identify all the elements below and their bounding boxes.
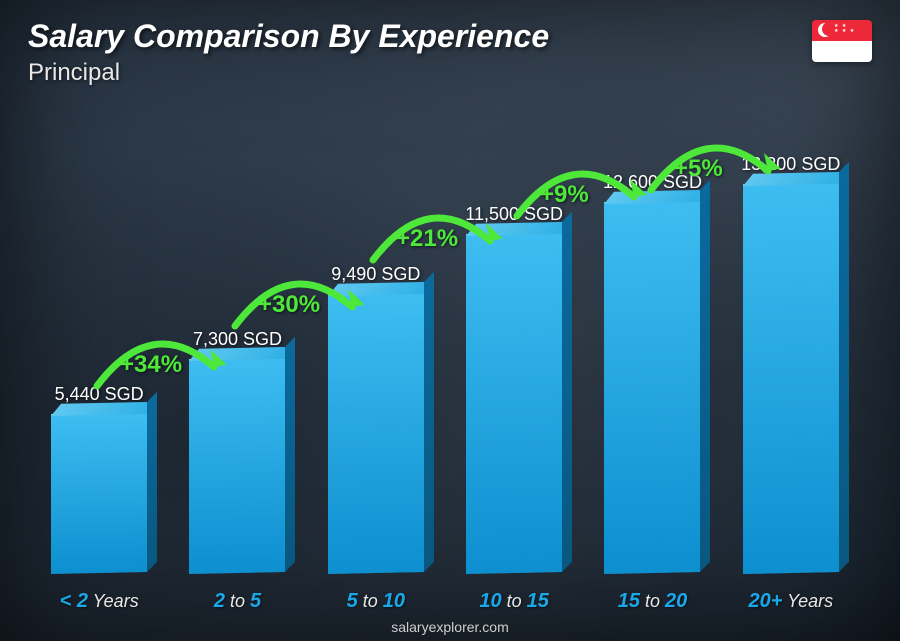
- bar-side-face: [700, 180, 710, 572]
- category-connector: to: [358, 591, 383, 611]
- bar-group: 12,600 SGD: [583, 172, 721, 573]
- category-start: 10: [479, 590, 501, 612]
- bar-front-face: [466, 232, 562, 574]
- bar-top-face: [51, 402, 157, 416]
- x-axis-labels: < 2 Years2 to 55 to 1010 to 1515 to 2020…: [30, 590, 860, 613]
- country-flag-singapore: ★ ★★ ★ ★: [812, 20, 872, 62]
- chart-subtitle: Principal: [28, 59, 549, 87]
- category-end: 15: [527, 590, 549, 612]
- growth-arrow-icon: [220, 271, 370, 341]
- bar-side-face: [839, 162, 849, 572]
- x-axis-category: 2 to 5: [168, 590, 306, 613]
- bar-front-face: [743, 182, 839, 574]
- bar-side-face: [424, 272, 434, 572]
- bar: [466, 232, 562, 574]
- category-start: 20+: [748, 590, 782, 612]
- category-start: 15: [618, 590, 640, 612]
- bar-side-face: [285, 337, 295, 572]
- bar: [604, 200, 700, 574]
- chart-header: Salary Comparison By Experience Principa…: [28, 18, 549, 87]
- x-axis-category: 20+ Years: [722, 590, 860, 613]
- growth-arrow-icon: [82, 331, 232, 401]
- growth-arrow-icon: [636, 135, 786, 205]
- category-connector: to: [502, 591, 527, 611]
- x-axis-category: 5 to 10: [307, 590, 445, 613]
- growth-arrow-icon: [502, 161, 652, 231]
- bar-side-face: [147, 392, 157, 572]
- category-end: 5: [250, 590, 261, 612]
- category-connector: to: [640, 591, 665, 611]
- x-axis-category: < 2 Years: [30, 590, 168, 613]
- flag-stars-icon: ★ ★★ ★ ★: [834, 24, 855, 34]
- attribution-text: salaryexplorer.com: [0, 619, 900, 635]
- bar-chart: 5,440 SGD7,300 SGD9,490 SGD11,500 SGD12,…: [30, 93, 860, 573]
- bar: [743, 182, 839, 574]
- bar-side-face: [562, 212, 572, 572]
- category-start: 5: [347, 590, 358, 612]
- category-end: 20: [665, 590, 687, 612]
- category-start: 2: [214, 590, 225, 612]
- category-connector: to: [225, 591, 250, 611]
- category-suffix: Years: [782, 591, 833, 611]
- x-axis-category: 10 to 15: [445, 590, 583, 613]
- flag-crescent-icon: [818, 23, 832, 37]
- category-start: < 2: [60, 590, 88, 612]
- bar-front-face: [51, 412, 147, 574]
- x-axis-category: 15 to 20: [583, 590, 721, 613]
- growth-arrow-icon: [358, 205, 508, 275]
- category-suffix: Years: [88, 591, 139, 611]
- bar-front-face: [604, 200, 700, 574]
- flag-top-stripe: ★ ★★ ★ ★: [812, 20, 872, 41]
- bar: [51, 412, 147, 574]
- category-end: 10: [383, 590, 405, 612]
- chart-title: Salary Comparison By Experience: [28, 18, 549, 55]
- bar-group: 13,200 SGD: [722, 154, 860, 573]
- flag-bottom-stripe: [812, 41, 872, 62]
- bar-group: 5,440 SGD: [30, 384, 168, 573]
